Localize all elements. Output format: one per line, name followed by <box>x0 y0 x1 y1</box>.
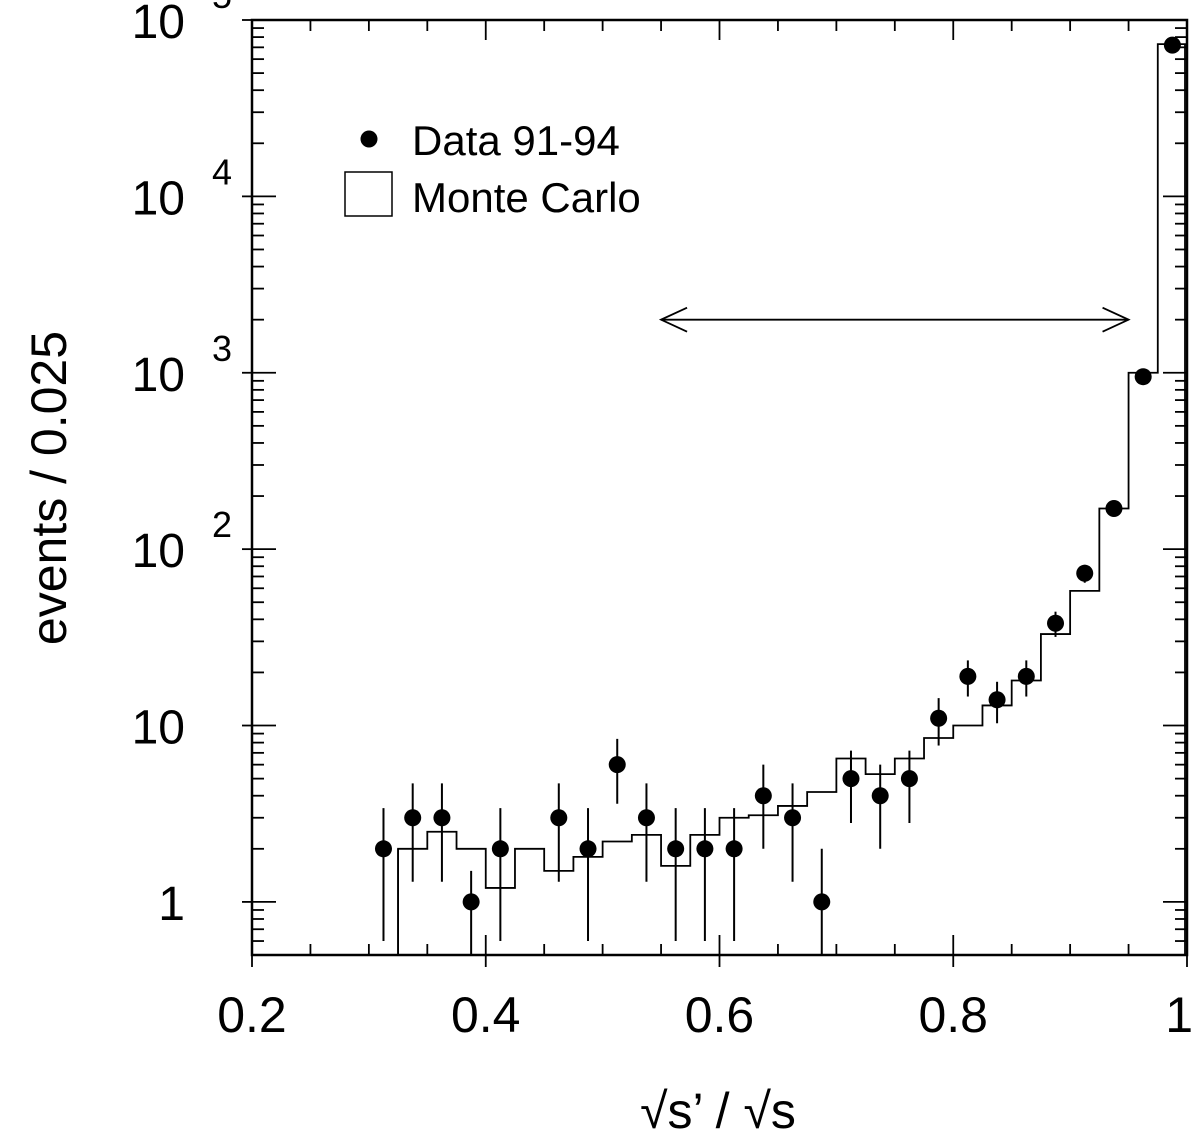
data-point <box>725 840 743 858</box>
legend: Data 91-94 Monte Carlo <box>344 117 641 221</box>
mc-histogram-line <box>368 43 1187 956</box>
data-point <box>550 809 568 827</box>
data-point <box>491 840 509 858</box>
data-point <box>871 787 889 805</box>
y-tick-exponent: 2 <box>212 504 232 545</box>
data-point <box>900 770 918 788</box>
y-tick-label: 10 <box>132 172 185 225</box>
data-point <box>988 691 1006 709</box>
y-tick-label: 1 <box>158 878 185 931</box>
data-point <box>1105 499 1123 517</box>
data-point <box>1017 667 1035 685</box>
data-point <box>462 893 480 911</box>
data-point <box>1076 564 1094 582</box>
data-point <box>579 840 597 858</box>
x-tick-label: 0.2 <box>217 987 287 1043</box>
y-tick-label: 10 <box>132 525 185 578</box>
data-point <box>1047 614 1065 632</box>
y-tick-exponent: 4 <box>212 151 232 192</box>
arrow-annotation-group <box>658 306 1131 333</box>
data-point <box>667 840 685 858</box>
x-axis-title: √s’ / √s <box>640 1083 796 1134</box>
x-tick-label: 0.6 <box>685 987 755 1043</box>
data-point <box>374 840 392 858</box>
plot-frame <box>250 18 1189 957</box>
data-points-group <box>374 36 1181 911</box>
data-point <box>842 770 860 788</box>
y-tick-exponent: 5 <box>212 0 232 16</box>
arrow-head-left <box>658 306 688 333</box>
data-point <box>930 709 948 727</box>
data-point <box>754 787 772 805</box>
data-point <box>433 809 451 827</box>
y-tick-label: 10 <box>132 0 185 49</box>
x-tick-label: 1 <box>1165 987 1193 1043</box>
legend-mc-label: Monte Carlo <box>412 174 641 221</box>
data-point <box>1134 368 1152 386</box>
arrow-head-right <box>1102 306 1131 333</box>
y-tick-label: 10 <box>132 349 185 402</box>
x-tick-labels: 0.2 0.4 0.6 0.8 1 <box>217 987 1193 1043</box>
y-tick-labels: 1 10 10 2 10 3 10 4 10 5 <box>132 0 232 931</box>
data-point <box>404 809 422 827</box>
data-point <box>813 893 831 911</box>
data-point <box>637 809 655 827</box>
data-point <box>784 809 802 827</box>
x-tick-label: 0.4 <box>451 987 521 1043</box>
data-point <box>1163 36 1181 54</box>
y-tick-label: 10 <box>132 702 185 755</box>
legend-data-label: Data 91-94 <box>412 117 620 164</box>
data-point <box>608 756 626 774</box>
y-tick-exponent: 3 <box>212 328 232 369</box>
y-axis-title: events / 0.025 <box>21 331 77 645</box>
x-tick-label: 0.8 <box>918 987 988 1043</box>
data-point <box>959 667 977 685</box>
legend-data-marker <box>360 130 378 148</box>
data-point <box>696 840 714 858</box>
legend-mc-swatch <box>344 171 393 217</box>
